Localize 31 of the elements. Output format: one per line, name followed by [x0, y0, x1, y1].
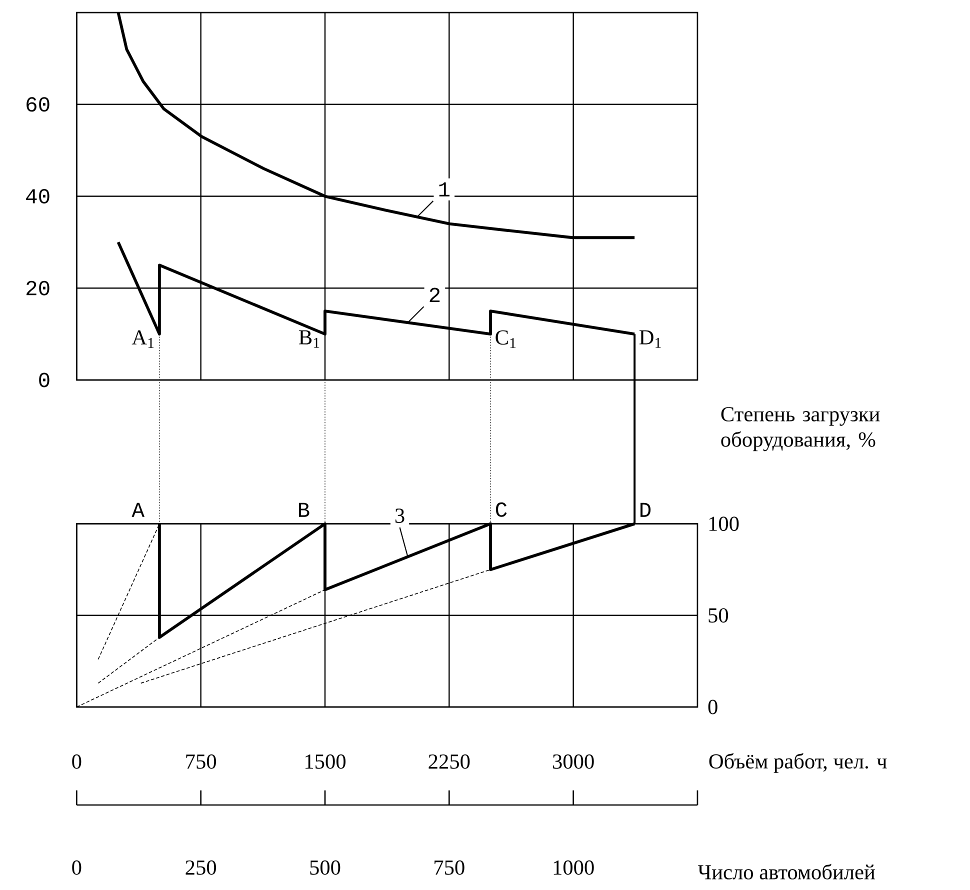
series-label: 1: [439, 182, 450, 196]
x-tick-label: 750: [186, 754, 216, 769]
y-tick-label: 40: [26, 189, 50, 204]
x2-tick-label: 250: [186, 860, 216, 875]
series-label: 3: [395, 508, 404, 523]
y-axis-title: Степень загрузки оборудования, %: [721, 407, 880, 452]
y-tick-label: 0: [708, 700, 718, 714]
annotation: C: [496, 502, 507, 517]
x-tick-label: 1500: [306, 754, 346, 769]
annotation: A: [132, 502, 145, 517]
annotation: D: [640, 502, 651, 517]
x2-tick-label: 1000: [554, 860, 594, 875]
y-tick-label: 50: [708, 608, 728, 623]
annotation: B: [298, 502, 310, 517]
y-tick-label: 100: [709, 516, 739, 531]
x2-axis-title: Число автомобилей: [698, 864, 875, 880]
annotation: C$_{1}$: [496, 330, 516, 348]
x-tick-label: 3000: [553, 754, 594, 769]
series-label: 2: [430, 288, 440, 302]
x2-tick-label: 0: [72, 860, 82, 875]
x-axis-title: Объём работ, чел. ч: [709, 753, 887, 773]
y-tick-label: 60: [26, 97, 50, 112]
y-tick-label: 20: [26, 280, 50, 296]
x-tick-label: 0: [72, 754, 82, 769]
annotation: B$_{1}$: [298, 330, 320, 348]
annotation: D$_{1}$: [639, 330, 661, 348]
x-tick-label: 2250: [428, 754, 470, 769]
annotation: A$_{1}$: [132, 330, 154, 348]
x2-tick-label: 750: [434, 860, 464, 875]
y-tick-label: 0: [39, 372, 50, 388]
x2-tick-label: 500: [310, 860, 340, 875]
